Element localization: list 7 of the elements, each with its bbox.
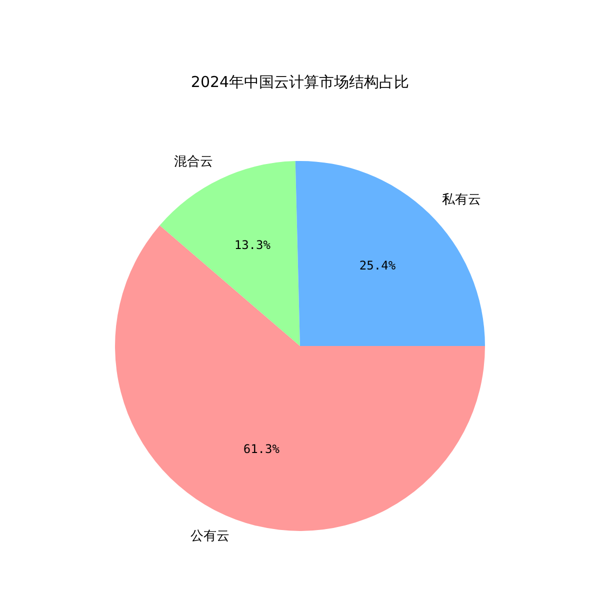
slice-label: 公有云 (190, 529, 230, 544)
data-label: 61.3% (243, 442, 280, 456)
chart-title: 2024年中国云计算市场结构占比 (190, 72, 410, 91)
data-label: 13.3% (234, 238, 272, 252)
slice-label: 私有云 (442, 192, 482, 208)
data-label: 25.4% (359, 258, 396, 273)
slice-label: 混合云 (174, 154, 213, 170)
